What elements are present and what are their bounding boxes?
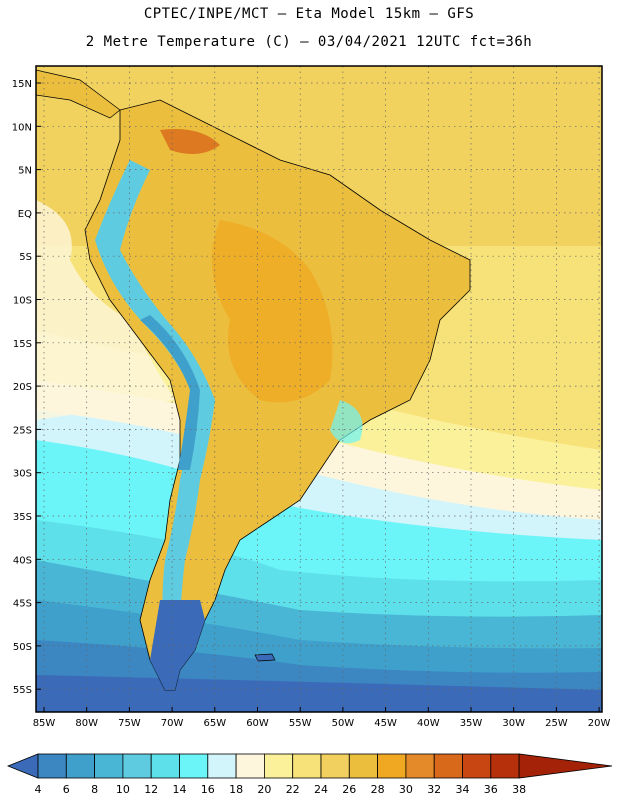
lon-label: 25W — [545, 718, 568, 729]
colorbar-segment — [405, 753, 435, 779]
ocean-zone-6 — [36, 675, 602, 712]
lon-label: 50W — [332, 718, 355, 729]
lat-label: 35S — [13, 512, 32, 523]
colorbar-label: 26 — [342, 783, 356, 796]
colorbar-segment — [150, 753, 180, 779]
lon-label: 45W — [374, 718, 397, 729]
lon-label: 35W — [460, 718, 483, 729]
lat-label: 5N — [18, 166, 32, 177]
colorbar-segment — [320, 753, 350, 779]
colorbar-label: 18 — [229, 783, 243, 796]
map-field — [36, 66, 602, 712]
colorbar-segment — [179, 753, 209, 779]
lat-label: 40S — [13, 555, 32, 566]
lat-label: 30S — [13, 469, 32, 480]
lon-label: 20W — [588, 718, 611, 729]
lon-label: 85W — [33, 718, 56, 729]
colorbar-label: 12 — [144, 783, 158, 796]
colorbar-segment — [207, 753, 237, 779]
southeast-brazil-mild — [330, 400, 363, 444]
colorbar-segment — [348, 753, 378, 779]
colorbar-label: 30 — [399, 783, 413, 796]
pacific-cool-tongue — [36, 200, 175, 420]
lat-label: EQ — [18, 209, 32, 220]
lat-label: 15N — [12, 79, 32, 90]
colorbar-label: 38 — [512, 783, 526, 796]
colorbar-arrow-low — [6, 753, 39, 779]
andes-cool — [95, 160, 215, 640]
colorbar-label: 28 — [371, 783, 385, 796]
colorbar-label: 22 — [286, 783, 300, 796]
colorbar-label: 24 — [314, 783, 328, 796]
colorbar-label: 34 — [456, 783, 470, 796]
colorbar-segment — [94, 753, 124, 779]
interior-hot-zone — [212, 220, 333, 403]
lat-label: 50S — [13, 642, 32, 653]
colorbar-segment — [65, 753, 96, 779]
colorbar-segment — [433, 753, 463, 779]
colorbar-label: 32 — [427, 783, 441, 796]
lon-label: 80W — [75, 718, 98, 729]
lat-label: 20S — [13, 382, 32, 393]
colorbar-label: 8 — [91, 783, 98, 796]
chart-subtitle: 2 Metre Temperature (C) – 03/04/2021 12U… — [85, 34, 533, 50]
lon-label: 55W — [289, 718, 312, 729]
colorbar-label: 20 — [257, 783, 271, 796]
longitude-labels: 85W 80W 75W 70W 65W 60W 55W 50W 45W 40W 35W 30W 25W 2… — [33, 707, 611, 729]
colorbar-arrow-high — [518, 753, 613, 779]
lon-label: 40W — [417, 718, 440, 729]
lon-label: 65W — [203, 718, 226, 729]
central-america-land — [36, 69, 121, 119]
colorbar-label: 10 — [116, 783, 130, 796]
colorbar-segment — [235, 753, 265, 779]
lat-label: 55S — [13, 685, 32, 696]
lon-label: 30W — [502, 718, 525, 729]
latitude-labels: 15N 10N 5N EQ 5S 10S 15S 20S 25S 30S 35S 40S 45S 50S 5… — [12, 79, 41, 696]
colorbar-segment — [490, 753, 520, 779]
lon-label: 70W — [161, 718, 184, 729]
colorbar-label: 4 — [35, 783, 42, 796]
lon-label: 60W — [246, 718, 269, 729]
lat-label: 10S — [13, 296, 32, 307]
lat-label: 10N — [12, 122, 32, 133]
colorbar-label: 36 — [484, 783, 498, 796]
map-frame — [35, 65, 603, 713]
andes-high — [140, 315, 200, 470]
lon-label: 75W — [118, 718, 141, 729]
lat-label: 25S — [13, 425, 32, 436]
colorbar-segment — [263, 753, 294, 779]
colorbar: 4 6 8 10 12 14 16 18 20 22 24 26 28 30 32 34 36 38 — [6, 753, 613, 796]
colorbar-segment — [377, 753, 407, 779]
colorbar-label: 6 — [63, 783, 70, 796]
colorbar-segment — [37, 753, 67, 779]
lat-lon-grid — [36, 66, 602, 712]
colorbar-label: 16 — [201, 783, 215, 796]
falkland-islands — [254, 653, 276, 662]
colorbar-segment — [462, 753, 492, 779]
venezuela-hot-zone — [160, 129, 220, 154]
lat-label: 15S — [13, 339, 32, 350]
colorbar-segment — [122, 753, 152, 779]
chart-title: CPTEC/INPE/MCT – Eta Model 15km – GFS — [143, 6, 475, 22]
patagonia-cold — [150, 600, 205, 690]
colorbar-label: 14 — [173, 783, 187, 796]
colorbar-segment — [292, 753, 322, 779]
lat-label: 5S — [19, 252, 32, 263]
lat-label: 45S — [13, 599, 32, 610]
